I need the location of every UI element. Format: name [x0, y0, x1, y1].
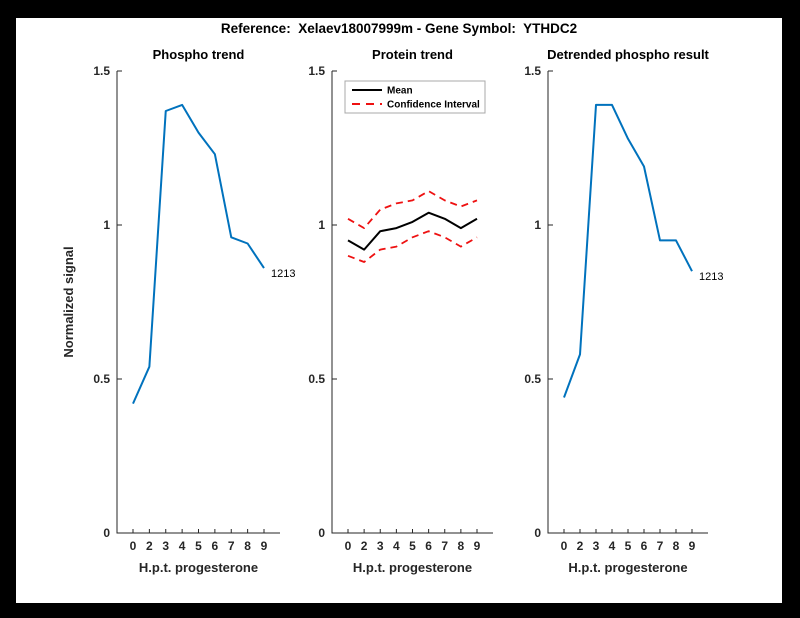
x-tick-label: 0: [345, 539, 352, 553]
x-tick-label: 3: [377, 539, 384, 553]
x-tick-label: 4: [609, 539, 616, 553]
axes: [331, 71, 493, 534]
end-point-label: 1213: [271, 268, 295, 280]
y-tick-label: 0: [103, 526, 110, 540]
x-tick-label: 9: [261, 539, 268, 553]
y-tick-label: 0.5: [308, 372, 325, 386]
subplot-title: Protein trend: [372, 47, 453, 62]
y-tick-label: 0.5: [93, 372, 110, 386]
subplot-title: Phospho trend: [153, 47, 245, 62]
x-tick-label: 7: [657, 539, 664, 553]
y-tick-label: 1.5: [308, 64, 325, 78]
series-line-0: [563, 103, 693, 398]
y-tick-label: 1.5: [524, 64, 541, 78]
x-tick-label: 7: [441, 539, 448, 553]
series-line-2: [347, 230, 478, 263]
x-axis-label: H.p.t. progesterone: [568, 560, 687, 575]
x-tick-label: 8: [458, 539, 465, 553]
x-tick-label: 2: [577, 539, 584, 553]
series-line-1: [347, 190, 478, 230]
x-tick-label: 6: [641, 539, 648, 553]
y-tick-label: 0: [318, 526, 325, 540]
x-tick-label: 8: [244, 539, 251, 553]
x-axis-label: H.p.t. progesterone: [353, 560, 472, 575]
x-tick-label: 2: [146, 539, 153, 553]
y-tick-label: 0.5: [524, 372, 541, 386]
figure-title: Reference: Xelaev18007999m - Gene Symbol…: [220, 21, 578, 36]
x-axis-label: H.p.t. progesterone: [139, 560, 258, 575]
x-tick-label: 9: [689, 539, 696, 553]
y-tick-label: 0: [534, 526, 541, 540]
x-tick-label: 4: [393, 539, 400, 553]
x-tick-label: 0: [561, 539, 568, 553]
x-tick-label: 3: [162, 539, 169, 553]
end-point-label: 1213: [699, 271, 723, 283]
x-tick-label: 0: [130, 539, 137, 553]
legend-label: Mean: [387, 86, 413, 97]
x-tick-label: 8: [673, 539, 680, 553]
y-tick-label: 1: [318, 218, 325, 232]
x-tick-label: 5: [625, 539, 632, 553]
series-line-0: [132, 103, 265, 405]
series-line-0: [347, 211, 478, 251]
x-tick-label: 6: [212, 539, 219, 553]
legend-box: [344, 80, 486, 114]
y-tick-label: 1: [534, 218, 541, 232]
axes: [116, 71, 280, 534]
subplot-title: Detrended phospho result: [547, 47, 709, 62]
figure-canvas: Reference: Xelaev18007999m - Gene Symbol…: [16, 18, 782, 603]
x-tick-label: 9: [474, 539, 481, 553]
x-tick-label: 5: [195, 539, 202, 553]
x-tick-label: 6: [425, 539, 432, 553]
x-tick-label: 4: [179, 539, 186, 553]
y-tick-label: 1: [103, 218, 110, 232]
y-axis-label: Normalized signal: [61, 246, 76, 357]
x-tick-label: 2: [361, 539, 368, 553]
x-tick-label: 7: [228, 539, 235, 553]
y-tick-label: 1.5: [93, 64, 110, 78]
legend-label: Confidence Interval: [387, 100, 480, 111]
x-tick-label: 5: [409, 539, 416, 553]
x-tick-label: 3: [593, 539, 600, 553]
